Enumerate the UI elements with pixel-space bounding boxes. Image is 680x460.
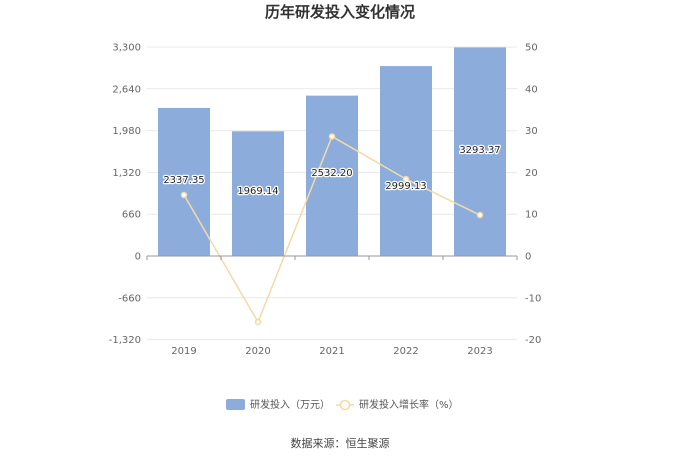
growth-point-2023[interactable] bbox=[476, 211, 484, 219]
right-tick-label: 30 bbox=[525, 126, 538, 137]
data-labels: 2337.35 1969.14 2532.20 2999.13 3293.37 bbox=[162, 144, 502, 199]
x-tick-label: 2020 bbox=[245, 346, 270, 357]
bar-2021[interactable] bbox=[306, 95, 358, 256]
line-series bbox=[180, 133, 484, 326]
left-tick-label: 660 bbox=[122, 210, 141, 221]
growth-point-2022[interactable] bbox=[402, 175, 410, 183]
right-tick-label: 40 bbox=[525, 84, 538, 95]
right-tick-label: 50 bbox=[525, 43, 538, 54]
left-tick-label: 1,320 bbox=[112, 168, 141, 179]
bar-2020[interactable] bbox=[232, 131, 284, 256]
right-tick-label: 0 bbox=[525, 252, 531, 263]
bar-value-label: 1969.14 bbox=[237, 186, 278, 197]
left-tick-label: -1,320 bbox=[109, 335, 141, 346]
bar-series bbox=[158, 47, 506, 257]
data-source: 数据来源：恒生聚源 bbox=[291, 436, 390, 450]
left-y-axis: 3,300 2,640 1,980 1,320 660 0 -660 -1,320 bbox=[109, 43, 141, 347]
left-tick-label: 3,300 bbox=[112, 43, 141, 54]
growth-point-2020[interactable] bbox=[254, 318, 262, 326]
legend-bar-label[interactable]: 研发投入（万元） bbox=[250, 398, 330, 411]
x-axis: 2019 2020 2021 2022 2023 bbox=[146, 255, 518, 357]
x-tick-label: 2021 bbox=[319, 346, 344, 357]
chart-title: 历年研发投入变化情况 bbox=[265, 3, 415, 21]
bar-2022[interactable] bbox=[380, 66, 432, 256]
right-tick-label: 10 bbox=[525, 210, 538, 221]
legend-line-marker[interactable] bbox=[339, 399, 351, 411]
left-tick-label: 0 bbox=[135, 252, 141, 263]
right-tick-label: -20 bbox=[525, 335, 541, 346]
bar-value-label: 2999.13 bbox=[385, 181, 426, 192]
x-tick-label: 2019 bbox=[171, 346, 196, 357]
left-tick-label: 2,640 bbox=[112, 84, 141, 95]
right-y-axis: 50 40 30 20 10 0 -10 -20 bbox=[525, 43, 541, 347]
bar-2019[interactable] bbox=[158, 107, 210, 256]
bar-2023[interactable] bbox=[454, 47, 506, 257]
legend: 研发投入（万元） 研发投入增长率（%） bbox=[226, 398, 459, 411]
left-tick-label: 1,980 bbox=[112, 126, 141, 137]
left-tick-label: -660 bbox=[118, 293, 141, 304]
x-tick-label: 2023 bbox=[467, 346, 492, 357]
right-tick-label: 20 bbox=[525, 168, 538, 179]
bar-value-label: 2532.20 bbox=[311, 168, 352, 179]
x-tick-label: 2022 bbox=[393, 346, 418, 357]
legend-line-label[interactable]: 研发投入增长率（%） bbox=[359, 398, 459, 411]
growth-point-2019[interactable] bbox=[180, 191, 188, 199]
bar-value-label: 3293.37 bbox=[459, 145, 500, 156]
bar-value-label: 2337.35 bbox=[163, 175, 204, 186]
legend-bar-swatch[interactable] bbox=[226, 399, 245, 410]
right-tick-label: -10 bbox=[525, 293, 541, 304]
growth-point-2021[interactable] bbox=[328, 133, 336, 140]
